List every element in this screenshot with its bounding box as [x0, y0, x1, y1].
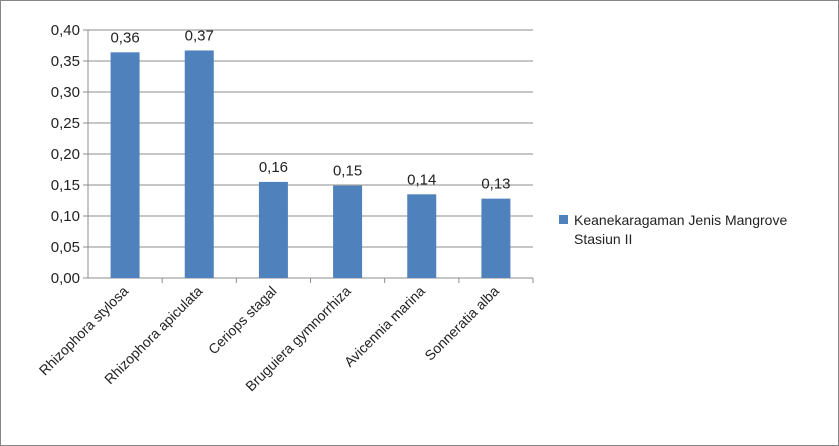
- y-tick-label: 0,05: [51, 239, 80, 256]
- y-tick-label: 0,35: [51, 53, 80, 70]
- data-label: 0,14: [407, 171, 436, 188]
- y-tick-label: 0,30: [51, 84, 80, 101]
- bar: [184, 50, 214, 279]
- data-label: 0,13: [481, 176, 510, 193]
- category-label: Sonneratia alba: [421, 283, 502, 364]
- legend-label: Stasiun II: [574, 231, 632, 247]
- legend-label: Keanekaragaman Jenis Mangrove: [574, 212, 787, 228]
- y-tick-label: 0,15: [51, 177, 80, 194]
- y-tick-label: 0,00: [51, 270, 80, 287]
- bar: [333, 185, 363, 278]
- y-tick-label: 0,25: [51, 115, 80, 132]
- y-tick-label: 0,40: [51, 22, 80, 39]
- y-tick-label: 0,10: [51, 208, 80, 225]
- data-label: 0,15: [333, 163, 362, 180]
- bar: [481, 198, 511, 278]
- data-label: 0,16: [259, 159, 288, 176]
- bar: [258, 181, 288, 278]
- legend-swatch: [559, 215, 568, 224]
- y-tick-label: 0,20: [51, 146, 80, 163]
- category-label: Ceriops stagal: [205, 283, 280, 358]
- data-label: 0,37: [185, 27, 214, 44]
- bar: [407, 194, 437, 278]
- bar: [110, 52, 140, 278]
- data-label: 0,36: [110, 29, 139, 46]
- category-label: Avicennia marina: [341, 283, 428, 370]
